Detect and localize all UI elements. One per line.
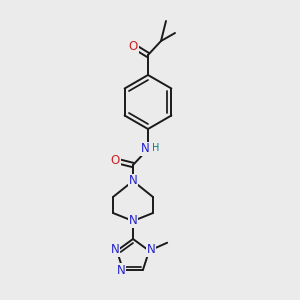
Text: N: N (147, 243, 155, 256)
Text: N: N (110, 243, 119, 256)
Text: O: O (128, 40, 138, 52)
Text: N: N (129, 214, 137, 227)
Text: O: O (110, 154, 120, 166)
Text: H: H (152, 143, 160, 153)
Text: N: N (117, 264, 125, 277)
Text: N: N (129, 175, 137, 188)
Text: N: N (141, 142, 149, 155)
